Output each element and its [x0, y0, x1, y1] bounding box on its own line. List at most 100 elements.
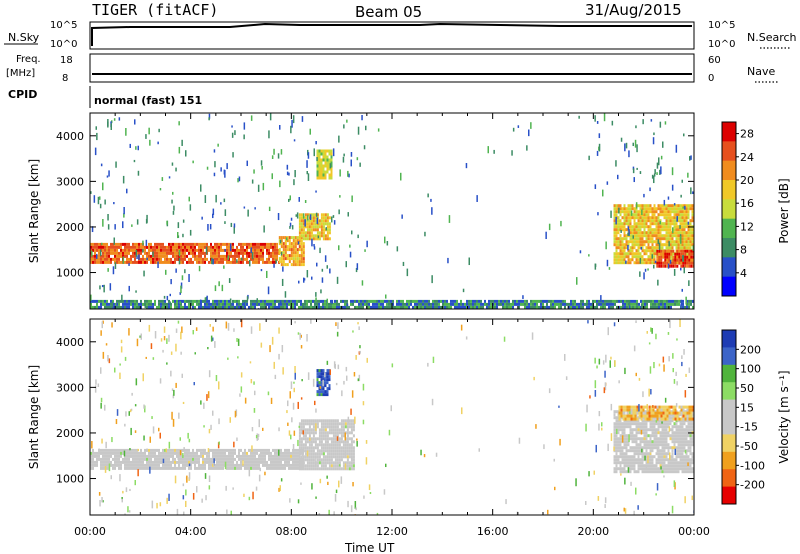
heatmap-cell	[645, 425, 648, 429]
heatmap-cell	[610, 305, 612, 309]
heatmap-cell	[326, 161, 329, 165]
heatmap-cell	[672, 261, 675, 265]
heatmap-cell	[308, 440, 311, 444]
heatmap-cell	[286, 257, 289, 261]
heatmap-cell	[114, 262, 117, 269]
heatmap-cell	[357, 126, 360, 135]
heatmap-cell	[244, 248, 246, 252]
heatmap-cell	[619, 425, 622, 429]
heatmap-cell	[627, 226, 630, 231]
heatmap-cell	[136, 460, 138, 464]
heatmap-cell	[250, 257, 252, 261]
heatmap-cell	[655, 234, 658, 238]
heatmap-cell	[649, 422, 652, 426]
heatmap-cell	[318, 461, 321, 465]
heatmap-cell	[180, 257, 182, 261]
heatmap-cell	[613, 216, 616, 220]
heatmap-cell	[277, 153, 280, 159]
heatmap-cell	[274, 448, 276, 452]
heatmap-cell	[623, 437, 626, 441]
heatmap-cell	[293, 139, 296, 142]
heatmap-cell	[528, 129, 530, 137]
heatmap-cell	[286, 239, 289, 243]
heatmap-cell	[296, 239, 299, 243]
heatmap-cell	[623, 252, 626, 256]
heatmap-cell	[629, 449, 632, 453]
heatmap-cell	[388, 302, 390, 306]
heatmap-cell	[641, 207, 644, 211]
heatmap-cell	[226, 460, 228, 464]
heatmap-cell	[635, 249, 638, 253]
heatmap-cell	[667, 263, 670, 269]
heatmap-cell	[310, 446, 313, 450]
heatmap-cell	[690, 252, 693, 256]
heatmap-cell	[178, 121, 180, 126]
heatmap-cell	[685, 207, 688, 211]
heatmap-cell	[328, 446, 331, 450]
heatmap-cell	[400, 172, 402, 181]
heatmap-cell	[342, 156, 345, 163]
heatmap-cell	[228, 305, 230, 309]
heatmap-cell	[302, 302, 304, 306]
heatmap-cell	[228, 251, 230, 255]
heatmap-cell	[251, 179, 254, 184]
heatmap-cell	[268, 242, 270, 246]
heatmap-cell	[274, 299, 276, 303]
heatmap-cell	[615, 243, 618, 247]
heatmap-cell	[204, 299, 206, 303]
heatmap-cell	[206, 302, 208, 306]
heatmap-cell	[266, 260, 268, 264]
heatmap-cell	[647, 249, 650, 253]
heatmap-cell	[284, 457, 286, 461]
heatmap-cell	[657, 419, 660, 423]
heatmap-cell	[346, 464, 349, 468]
heatmap-cell	[106, 245, 108, 249]
heatmap-cell	[635, 225, 638, 229]
heatmap-cell	[686, 258, 689, 262]
heatmap-cell	[168, 242, 170, 246]
heatmap-cell	[643, 443, 646, 447]
heatmap-cell	[683, 222, 686, 226]
heatmap-cell	[214, 254, 216, 258]
heatmap-cell	[108, 170, 110, 177]
heatmap-cell	[142, 460, 144, 464]
y-tick-label: 3000	[56, 175, 84, 188]
heatmap-cell	[171, 162, 174, 166]
heatmap-cell	[647, 216, 650, 220]
heatmap-cell	[144, 451, 146, 455]
heatmap-cell	[136, 245, 138, 249]
heatmap-cell	[658, 242, 661, 251]
heatmap-cell	[641, 255, 644, 259]
heatmap-cell	[615, 458, 618, 462]
heatmap-cell	[690, 249, 693, 253]
heatmap-cell	[651, 231, 654, 235]
heatmap-cell	[328, 225, 331, 229]
nsky-right-tick-bottom: 10^0	[708, 39, 735, 50]
heatmap-cell	[184, 257, 186, 261]
heatmap-cell	[334, 452, 337, 456]
heatmap-cell	[94, 248, 96, 252]
heatmap-cell	[258, 257, 260, 261]
heatmap-cell	[633, 461, 636, 465]
heatmap-cell	[681, 179, 683, 183]
heatmap-cell	[639, 458, 642, 462]
heatmap-cell	[686, 305, 688, 309]
heatmap-cell	[681, 231, 684, 235]
heatmap-cell	[678, 299, 680, 303]
heatmap-cell	[684, 255, 687, 259]
heatmap-cell	[91, 250, 93, 257]
heatmap-cell	[359, 162, 361, 167]
heatmap-cell	[308, 446, 311, 450]
heatmap-cell	[647, 234, 650, 238]
heatmap-cell	[220, 260, 222, 264]
heatmap-cell	[683, 216, 686, 220]
heatmap-cell	[112, 457, 114, 461]
heatmap-cell	[318, 170, 321, 174]
heatmap-cell	[142, 260, 144, 264]
heatmap-cell	[504, 302, 506, 306]
heatmap-cell	[242, 257, 244, 261]
heatmap-cell	[304, 219, 306, 227]
heatmap-cell	[637, 425, 640, 429]
heatmap-cell	[428, 305, 430, 309]
heatmap-cell	[284, 460, 286, 464]
